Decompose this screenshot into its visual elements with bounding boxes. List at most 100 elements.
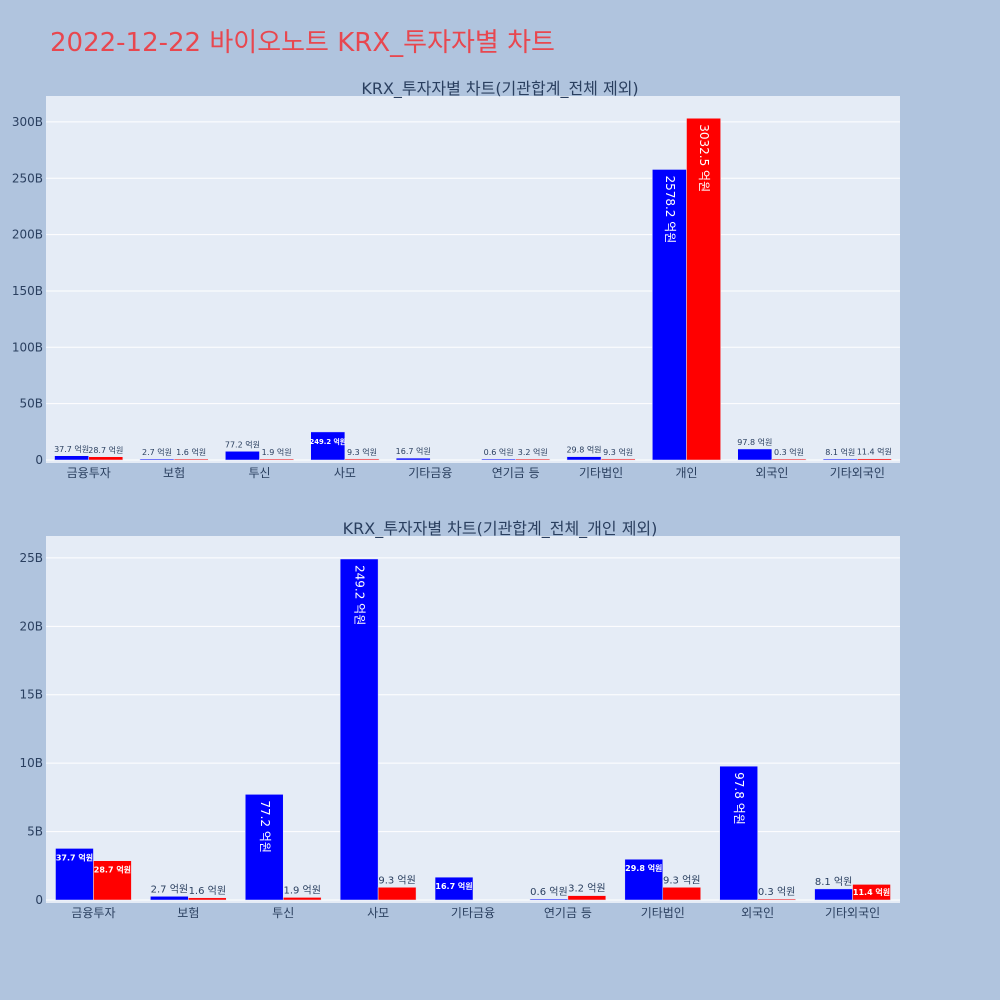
data-label: 2.7 억원: [151, 883, 188, 895]
x-tick-label: 금융투자: [71, 906, 115, 920]
buy-bar: [566, 456, 602, 461]
buy-bar: [822, 458, 858, 461]
data-label: 11.4 억원: [853, 887, 890, 897]
x-tick-label: 연기금 등: [492, 466, 540, 480]
sell-bar: [259, 458, 294, 461]
plot-area: [46, 536, 900, 903]
sell-bar: [173, 458, 209, 461]
page-title: 2022-12-22 바이오노트 KRX_투자자별 차트: [50, 28, 555, 58]
data-label: 2578.2 억원: [663, 175, 677, 243]
data-label: 37.7 억원: [54, 444, 89, 454]
chart-1: KRX_투자자별 차트(기관합계_전체 제외) 0 50B 100B 150B 200B 2…: [12, 79, 900, 480]
data-label: 3.2 억원: [568, 883, 605, 895]
sell-bar: [88, 456, 124, 461]
y-tick-label: 200B: [12, 228, 43, 242]
buy-bar: [624, 858, 664, 901]
data-label: 9.3 억원: [663, 874, 700, 886]
buy-bar: [150, 896, 189, 901]
sell-bar: [857, 458, 892, 461]
data-label: 3.2 억원: [518, 447, 548, 457]
data-label: 1.9 억원: [283, 884, 320, 896]
x-tick-label: 연기금 등: [544, 906, 592, 920]
y-tick-label: 250B: [12, 171, 43, 185]
y-tick-label: 20B: [19, 619, 43, 633]
y-tick-label: 0: [35, 893, 43, 907]
data-label: 16.7 억원: [396, 446, 431, 456]
data-label: 37.7 억원: [56, 852, 93, 862]
buy-bar: [245, 794, 284, 901]
data-label: 249.2 억원: [353, 565, 367, 625]
data-label: 0.3 억원: [758, 886, 795, 898]
data-label: 0.3 억원: [774, 447, 804, 457]
y-tick-label: 100B: [12, 340, 43, 354]
data-label: 2.7 억원: [142, 447, 172, 457]
data-label: 29.8 억원: [566, 445, 601, 455]
sell-bar: [771, 458, 807, 461]
data-label: 8.1 억원: [815, 876, 852, 888]
data-label: 9.3 억원: [603, 447, 633, 457]
y-tick-label: 25B: [19, 551, 43, 565]
data-label: 0.6 억원: [530, 886, 567, 898]
data-label: 28.7 억원: [94, 865, 131, 875]
x-tick-label: 외국인: [741, 906, 774, 920]
buy-bar: [814, 888, 853, 901]
buy-bar: [481, 458, 516, 461]
buy-bar: [434, 876, 474, 901]
y-tick-label: 150B: [12, 284, 43, 298]
y-tick-label: 5B: [27, 825, 43, 839]
data-label: 1.9 억원: [262, 447, 292, 457]
data-label: 97.8 억원: [732, 772, 746, 825]
data-label: 9.3 억원: [378, 874, 415, 886]
sell-bar: [377, 887, 417, 901]
x-tick-label: 기타법인: [579, 466, 623, 480]
chart-title: KRX_투자자별 차트(기관합계_전체_개인 제외): [343, 519, 658, 539]
data-label: 9.3 억원: [347, 447, 377, 457]
sell-bar: [93, 860, 132, 901]
y-tick-label: 0: [35, 453, 43, 467]
buy-bar: [719, 765, 758, 901]
data-label: 29.8 억원: [625, 863, 662, 873]
x-tick-label: 기타법인: [641, 906, 685, 920]
sell-bar: [757, 898, 796, 901]
x-tick-label: 사모: [334, 466, 356, 480]
x-tick-label: 개인: [675, 466, 697, 480]
sell-bar: [282, 897, 322, 901]
chart-title: KRX_투자자별 차트(기관합계_전체 제외): [361, 79, 638, 99]
plot-area: [46, 96, 900, 463]
x-tick-label: 투신: [248, 466, 270, 480]
buy-bar: [395, 457, 431, 461]
data-label: 16.7 억원: [435, 881, 472, 891]
data-label: 1.6 억원: [176, 447, 206, 457]
y-tick-label: 50B: [19, 397, 43, 411]
buy-bar: [225, 451, 260, 461]
x-tick-label: 사모: [367, 906, 389, 920]
x-tick-label: 기타외국인: [825, 906, 880, 920]
data-label: 249.2 억원: [310, 437, 347, 446]
y-tick-label: 300B: [12, 115, 43, 129]
x-tick-label: 보험: [163, 466, 185, 480]
buy-bar: [737, 448, 773, 461]
sell-bar: [686, 118, 721, 461]
x-tick-label: 기타금융: [451, 906, 495, 920]
buy-bar: [529, 898, 569, 901]
chart-2: KRX_투자자별 차트(기관합계_전체_개인 제외) 0 5B 10B 15B 20B 25…: [19, 519, 900, 920]
buy-bar: [310, 431, 346, 461]
sell-bar: [515, 458, 551, 461]
data-label: 3032.5 억원: [697, 124, 711, 192]
sell-bar: [600, 458, 636, 461]
buy-bar: [55, 848, 94, 901]
buy-bar: [339, 558, 379, 901]
x-tick-label: 외국인: [755, 466, 788, 480]
data-label: 1.6 억원: [189, 885, 226, 897]
data-label: 77.2 억원: [258, 800, 272, 853]
x-tick-label: 금융투자: [67, 466, 111, 480]
x-tick-label: 보험: [177, 906, 199, 920]
y-tick-label: 10B: [19, 756, 43, 770]
buy-bar: [54, 455, 89, 461]
data-label: 97.8 억원: [737, 437, 772, 447]
y-tick-label: 15B: [19, 688, 43, 702]
data-label: 8.1 억원: [825, 447, 855, 457]
x-tick-label: 투신: [272, 906, 294, 920]
data-label: 77.2 억원: [225, 439, 260, 449]
